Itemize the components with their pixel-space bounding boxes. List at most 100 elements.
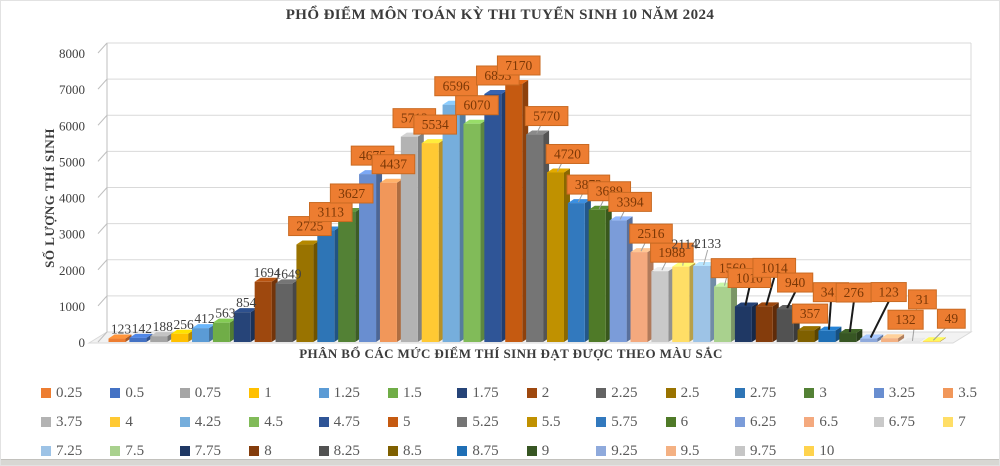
bar-front (776, 309, 794, 342)
bar-top (108, 334, 132, 339)
legend-swatch (804, 417, 815, 427)
bar-top (484, 89, 508, 94)
legend-item-5: 5 (388, 414, 411, 430)
bar-top (421, 139, 445, 144)
bar-label: 357 (800, 306, 821, 321)
bar-label-box (524, 106, 569, 127)
legend-item-8.75: 8.75 (457, 443, 499, 459)
bar-label: 7170 (505, 58, 532, 73)
legend-swatch (388, 446, 398, 456)
legend-label: 9.75 (750, 443, 777, 459)
bar-2 (254, 277, 278, 342)
bar-5.75 (567, 199, 591, 342)
bar-5.25 (526, 130, 550, 342)
bar-label: 3627 (338, 186, 365, 201)
legend-label: 3.25 (888, 385, 916, 401)
legend-swatch (735, 417, 745, 427)
bar-label: 1014 (761, 260, 788, 275)
legend-label: 6.5 (819, 414, 839, 430)
bar-front (212, 322, 230, 342)
bar-label: 49 (945, 311, 959, 326)
bar-front (379, 182, 397, 342)
legend-label: 0.5 (125, 385, 145, 401)
legend-label: 2.5 (680, 385, 700, 401)
bar-front (818, 330, 836, 342)
bar-top (150, 332, 174, 337)
bar-7.75 (734, 302, 758, 342)
bar-label-box (545, 143, 590, 164)
legend-label: 3.5 (958, 385, 977, 401)
legend-label: 5.5 (541, 414, 561, 430)
legend-item-7.75: 7.75 (179, 443, 221, 459)
legend-item-4.5: 4.5 (249, 414, 283, 430)
bar-front (338, 211, 356, 342)
bar-front (797, 330, 815, 342)
legend-item-0.5: 0.5 (110, 385, 144, 401)
bar-7.5 (714, 282, 738, 342)
legend-item-7.5: 7.5 (110, 443, 144, 459)
bar-label-box (887, 309, 924, 330)
x-axis-title: PHÂN BỔ CÁC MỨC ĐIỂM THÍ SINH ĐẠT ĐƯỢC T… (299, 346, 723, 361)
legend-item-6.25: 6.25 (735, 414, 776, 430)
legend-swatch (457, 388, 468, 398)
legend-item-3.75: 3.75 (41, 414, 82, 430)
bar-front (421, 143, 439, 342)
legend-label: 0.25 (56, 385, 83, 401)
bar-top (901, 337, 925, 342)
leader-line (619, 211, 625, 220)
bar-4.75 (484, 89, 508, 342)
legend-swatch (179, 388, 190, 398)
legend-label: 5.25 (472, 414, 499, 430)
legend-swatch (249, 388, 260, 398)
bar-top (881, 334, 905, 339)
legend: 0.25 0.5 0.75 1 1.25 1.5 1.75 2 2.25 2.5 2.75 3 3.25… (1, 377, 999, 465)
y-axis-tick (97, 187, 108, 198)
legend-swatch (873, 417, 884, 427)
legend-item-4: 4 (110, 414, 133, 430)
legend-swatch (41, 388, 51, 398)
legend-item-5.25: 5.25 (457, 414, 499, 430)
legend-label: 6.75 (888, 414, 916, 430)
bar-front (860, 338, 878, 342)
bar-label: 276 (844, 285, 865, 300)
bar-front (296, 244, 314, 342)
bar-label: 854 (236, 295, 257, 310)
legend-swatch (735, 388, 745, 398)
legend-label: 1.5 (403, 385, 422, 401)
bar-label: 256 (174, 317, 195, 332)
bar-front (150, 336, 168, 342)
legend-label: 4.75 (333, 414, 360, 430)
y-tick-label: 2000 (59, 263, 85, 278)
bar-front (588, 209, 606, 342)
bar-label: 1694 (254, 265, 281, 280)
bar-top (275, 279, 299, 284)
bar-top (463, 119, 487, 124)
y-axis-tick (97, 151, 108, 162)
legend-label: 7 (958, 414, 966, 430)
bar-side (877, 334, 884, 342)
bar-4.5 (463, 119, 487, 342)
leader-line (744, 287, 751, 306)
bar-0.25 (108, 334, 132, 342)
bar-1.25 (192, 324, 216, 342)
bar-top (233, 308, 257, 313)
bar-9.75 (901, 337, 925, 342)
legend-label: 5.75 (611, 414, 638, 430)
legend-label: 2.25 (611, 385, 638, 401)
bar-label-box (455, 95, 499, 116)
y-tick-label: 5000 (59, 154, 85, 169)
legend-item-6.75: 6.75 (873, 414, 916, 430)
leader-line (577, 193, 583, 203)
bar-label-box (791, 303, 829, 324)
bar-label: 188 (153, 319, 174, 334)
legend-swatch (388, 388, 398, 398)
legend-swatch (179, 446, 190, 456)
leader-line (640, 242, 646, 252)
bar-6.75 (651, 267, 675, 342)
bar-top (254, 277, 278, 282)
bar-1.75 (233, 308, 257, 342)
bar-label: 412 (194, 311, 214, 326)
legend-swatch (804, 388, 815, 398)
legend-item-7.25: 7.25 (41, 443, 82, 459)
legend-item-4.25: 4.25 (179, 414, 221, 430)
